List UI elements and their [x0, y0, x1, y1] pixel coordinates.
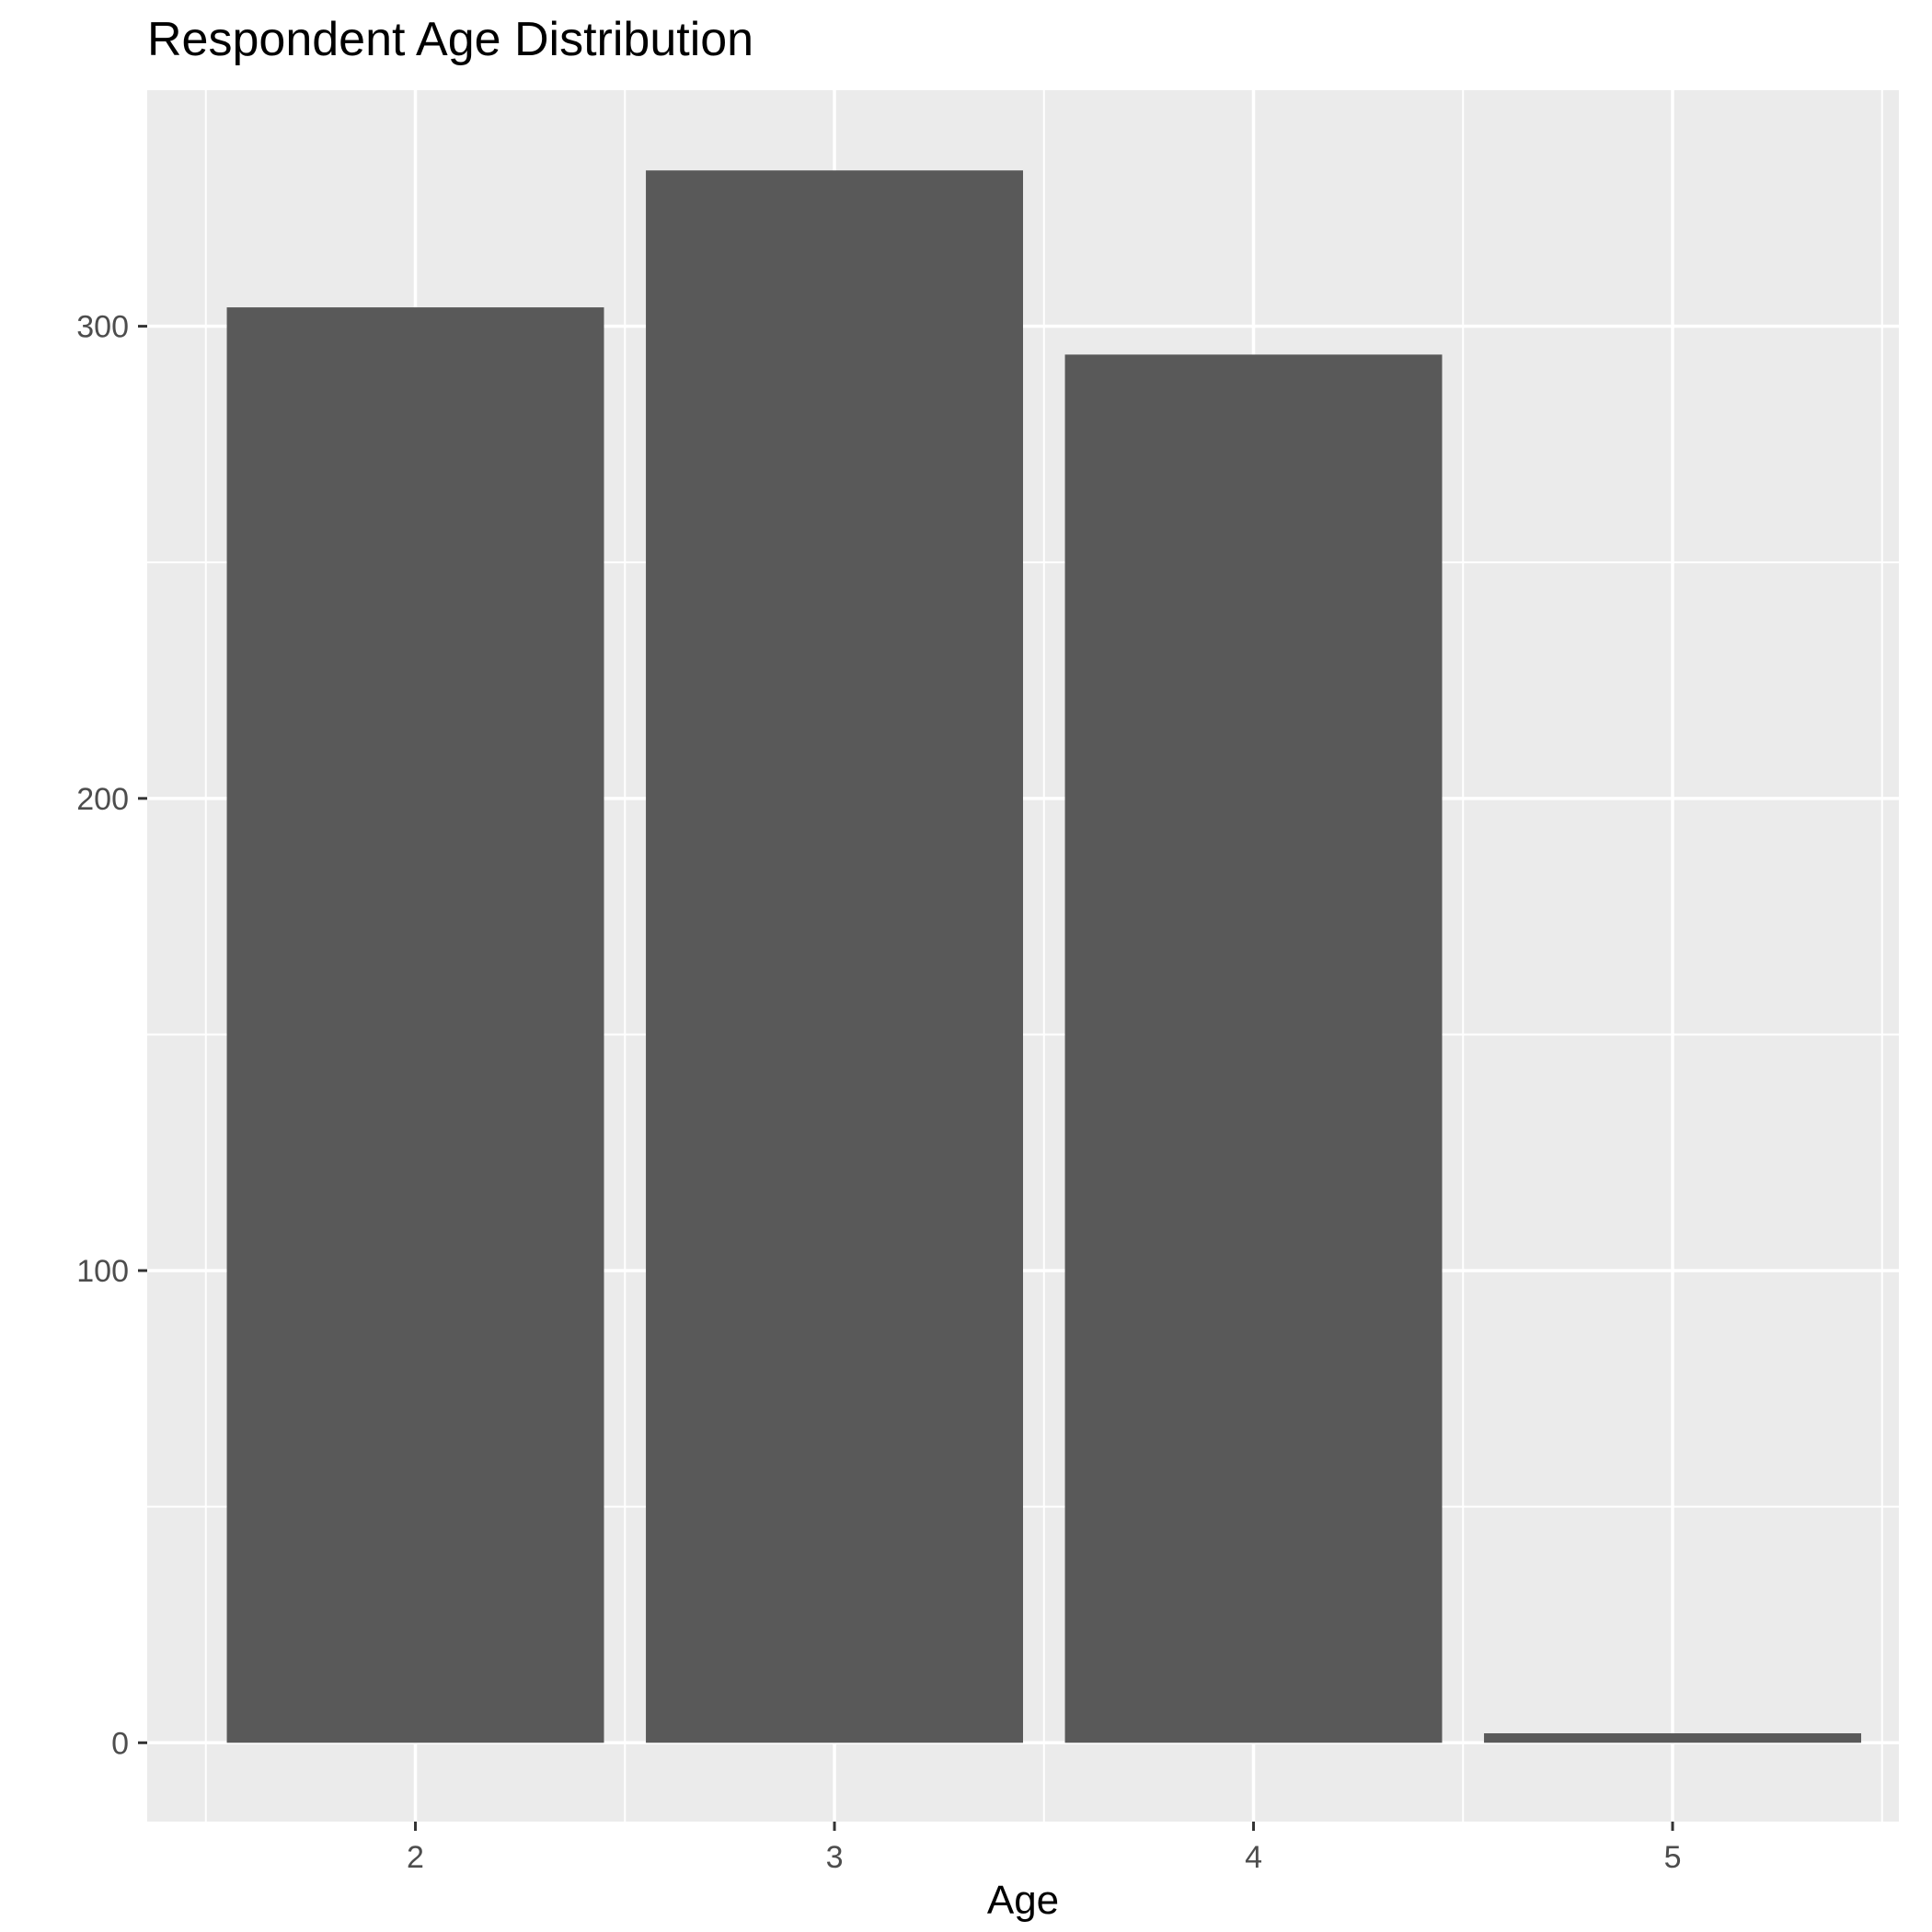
bar-3	[646, 170, 1023, 1743]
x-axis-title: Age	[987, 1878, 1059, 1923]
bars	[226, 170, 1862, 1743]
x-tick-label: 3	[826, 1840, 844, 1875]
x-tick-label: 4	[1245, 1840, 1262, 1875]
y-tick-label: 0	[111, 1726, 129, 1761]
y-tick-label: 200	[76, 782, 129, 817]
x-axis: 2 3 4 5	[407, 1822, 1681, 1875]
bar-2	[226, 307, 604, 1743]
y-axis: 0 100 200 300	[76, 310, 147, 1761]
y-tick-label: 300	[76, 310, 129, 345]
bar-5	[1484, 1733, 1862, 1743]
bar-4	[1064, 354, 1443, 1743]
chart-title: Respondent Age Distribution	[147, 13, 753, 66]
x-tick-label: 5	[1664, 1840, 1682, 1875]
x-tick-label: 2	[407, 1840, 424, 1875]
y-tick-label: 100	[76, 1254, 129, 1289]
